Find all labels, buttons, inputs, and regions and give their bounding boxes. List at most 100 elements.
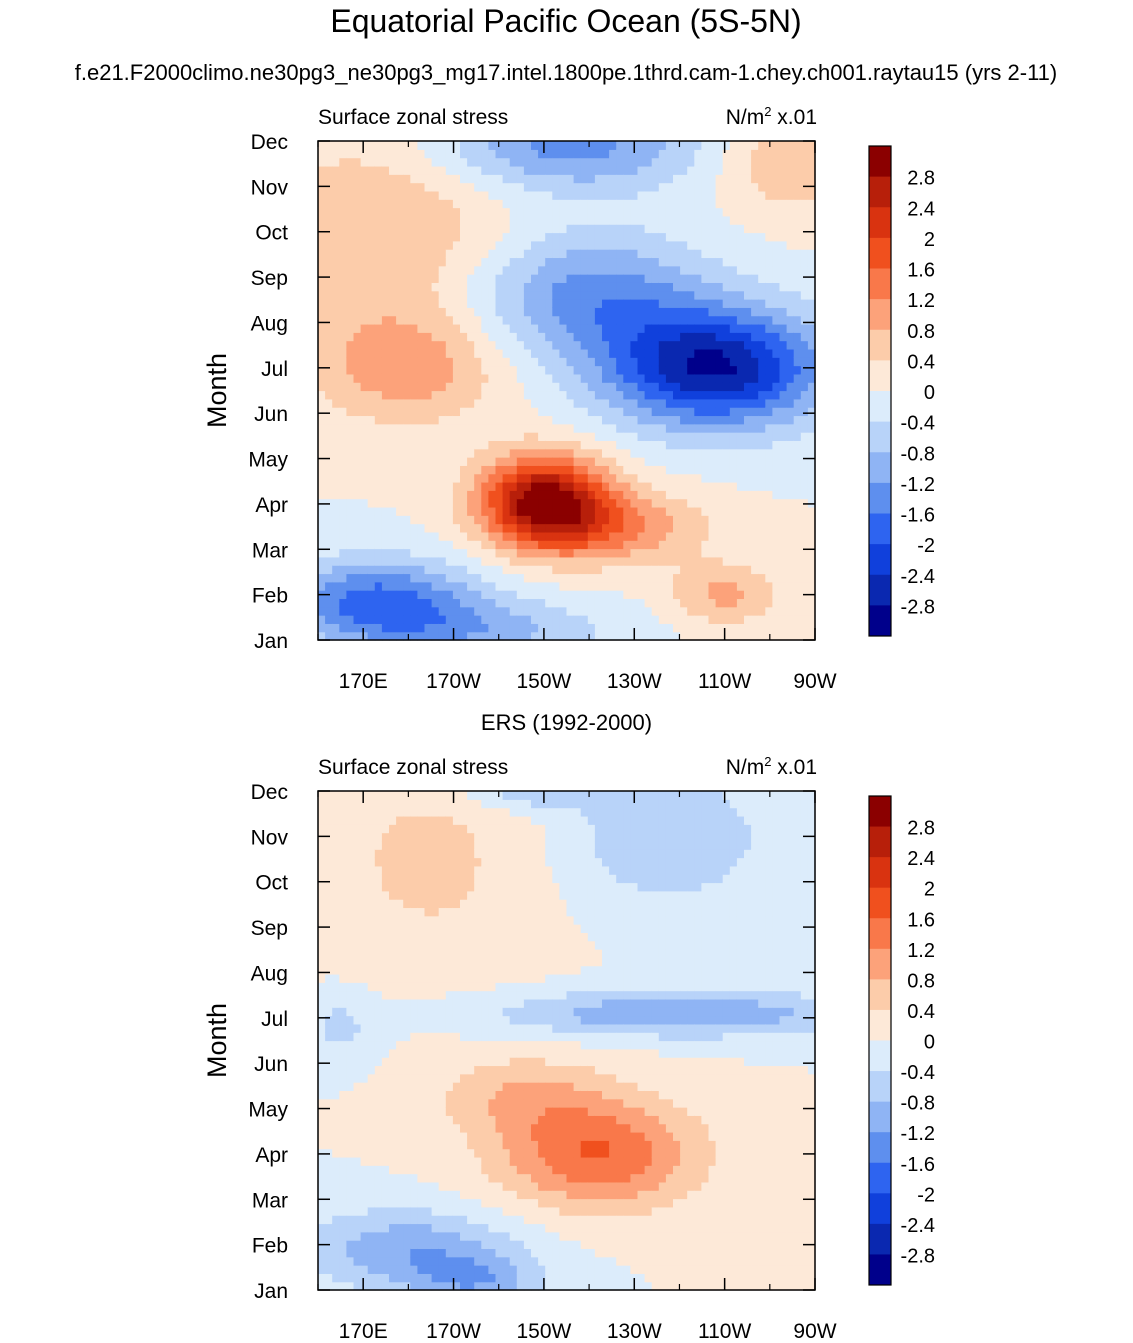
heatmap-cell xyxy=(318,282,326,292)
heatmap-cell xyxy=(616,199,624,209)
heatmap-cell xyxy=(381,457,390,466)
heatmap-cell xyxy=(772,190,781,200)
heatmap-cell xyxy=(673,315,681,325)
heatmap-cell xyxy=(374,1065,383,1075)
heatmap-cell xyxy=(346,965,355,975)
heatmap-cell xyxy=(651,224,660,234)
heatmap-cell xyxy=(460,373,468,383)
heatmap-cell xyxy=(545,623,553,633)
heatmap-cell xyxy=(381,857,390,867)
heatmap-cell xyxy=(658,348,667,358)
heatmap-cell xyxy=(396,448,404,458)
heatmap-cell xyxy=(452,290,461,300)
heatmap-cell xyxy=(616,348,624,358)
heatmap-cell xyxy=(488,190,497,200)
heatmap-cell xyxy=(509,457,518,466)
heatmap-cell xyxy=(445,207,454,217)
heatmap-cell xyxy=(658,174,667,184)
heatmap-cell xyxy=(552,573,560,583)
heatmap-cell xyxy=(424,315,433,325)
heatmap-cell xyxy=(566,165,575,175)
heatmap-cell xyxy=(389,1190,397,1200)
heatmap-cell xyxy=(765,182,773,192)
heatmap-cell xyxy=(396,365,404,375)
heatmap-cell xyxy=(438,598,447,608)
heatmap-cell xyxy=(545,506,553,516)
heatmap-cell xyxy=(332,315,340,325)
heatmap-cell xyxy=(353,523,362,533)
heatmap-cell xyxy=(687,249,695,259)
heatmap-cell xyxy=(374,1140,383,1150)
heatmap-cell xyxy=(807,565,816,575)
colorbar-label: 2.4 xyxy=(907,198,935,220)
heatmap-cell xyxy=(467,348,475,358)
heatmap-cell xyxy=(452,332,461,342)
heatmap-cell xyxy=(701,540,710,550)
heatmap-cell xyxy=(573,423,582,433)
heatmap-cell xyxy=(367,1265,376,1274)
heatmap-cell xyxy=(580,432,589,441)
heatmap-cell xyxy=(445,631,454,641)
heatmap-cell xyxy=(460,407,468,417)
heatmap-cell xyxy=(609,382,617,392)
heatmap-cell xyxy=(403,606,411,616)
heatmap-cell xyxy=(573,157,582,167)
heatmap-cell xyxy=(410,432,418,441)
heatmap-cell xyxy=(431,332,440,342)
heatmap-cell xyxy=(772,382,781,392)
colorbar-label: -2.4 xyxy=(901,566,935,588)
heatmap-cell xyxy=(531,265,539,275)
heatmap-cell xyxy=(353,398,362,408)
heatmap-cell xyxy=(318,465,326,475)
heatmap-cell xyxy=(516,523,525,533)
heatmap-cell xyxy=(523,265,532,275)
heatmap-cell xyxy=(665,390,674,400)
heatmap-cell xyxy=(389,432,397,441)
heatmap-cell xyxy=(651,440,660,450)
colorbar-label: 0.4 xyxy=(907,351,935,373)
heatmap-cell xyxy=(353,1273,362,1283)
heatmap-cell xyxy=(701,423,710,433)
heatmap-cell xyxy=(587,490,596,500)
heatmap-cell xyxy=(396,1248,404,1258)
heatmap-cell xyxy=(687,390,695,400)
heatmap-cell xyxy=(325,315,333,325)
y-tick-label: Dec xyxy=(251,131,288,154)
heatmap-cell xyxy=(346,1165,355,1175)
heatmap-cell xyxy=(665,615,674,624)
heatmap-cell xyxy=(722,457,731,466)
heatmap-cell xyxy=(495,282,504,292)
heatmap-cell xyxy=(417,515,426,525)
heatmap-cell xyxy=(374,457,383,466)
heatmap-cell xyxy=(538,423,546,433)
heatmap-cell xyxy=(538,373,546,383)
heatmap-cell xyxy=(715,490,724,500)
heatmap-cell xyxy=(325,1231,333,1241)
heatmap-cell xyxy=(481,149,489,159)
heatmap-cell xyxy=(566,174,575,184)
heatmap-cell xyxy=(736,531,745,541)
heatmap-cell xyxy=(509,415,518,425)
heatmap-cell xyxy=(729,448,738,458)
heatmap-cell xyxy=(523,165,532,175)
heatmap-cell xyxy=(765,615,773,624)
heatmap-cell xyxy=(594,606,603,616)
heatmap-cell xyxy=(339,1240,347,1250)
heatmap-cell xyxy=(318,1140,326,1150)
heatmap-cell xyxy=(374,323,383,333)
heatmap-cell xyxy=(687,581,695,591)
heatmap-cell xyxy=(545,498,553,508)
heatmap-cell xyxy=(467,357,475,367)
heatmap-cell xyxy=(594,423,603,433)
heatmap-cell xyxy=(744,598,752,608)
heatmap-cell xyxy=(616,141,624,150)
colorbar-swatch xyxy=(869,176,891,208)
heatmap-cell xyxy=(616,556,624,566)
heatmap-cell xyxy=(481,623,489,633)
heatmap-cell xyxy=(488,448,497,458)
heatmap-cell xyxy=(523,190,532,200)
heatmap-cell xyxy=(715,157,724,167)
heatmap-cell xyxy=(545,490,553,500)
heatmap-cell xyxy=(367,940,376,950)
